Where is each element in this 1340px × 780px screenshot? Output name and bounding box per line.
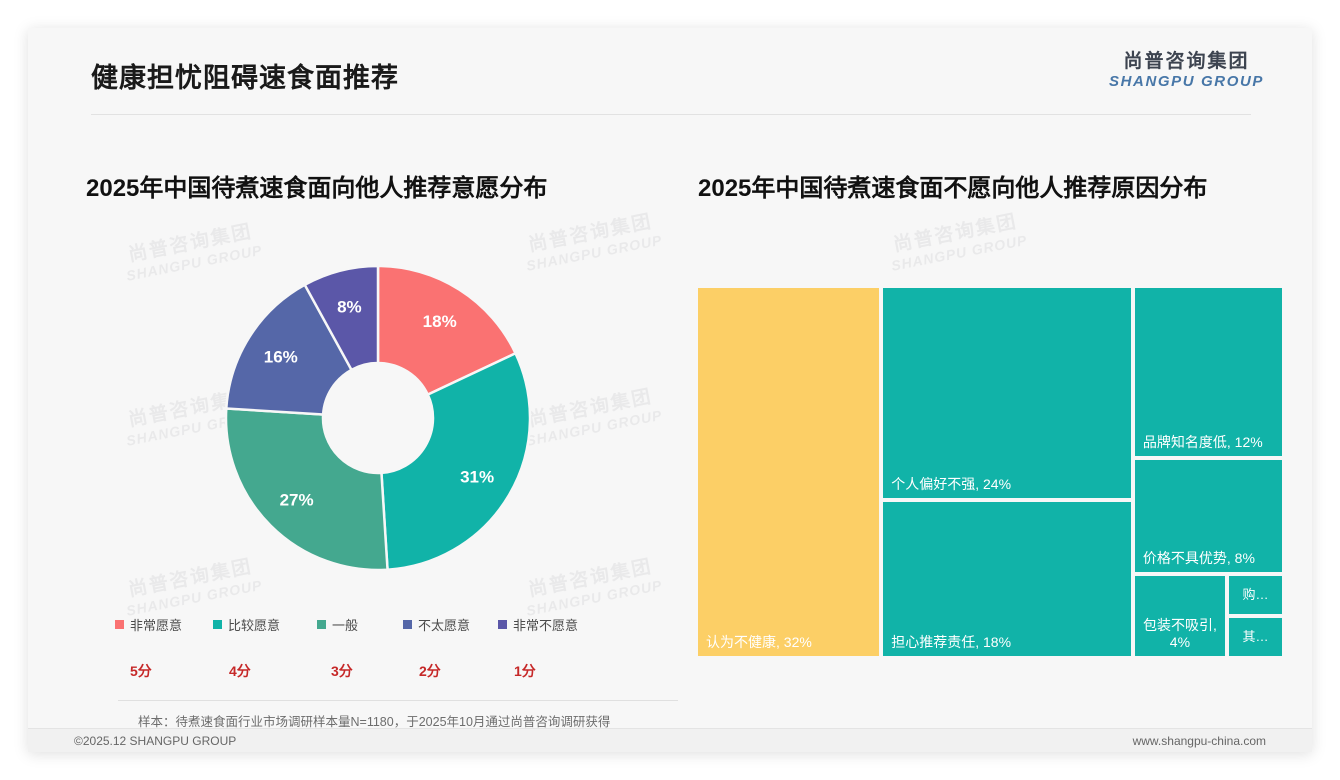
treemap-cell-label: 包装不吸引, 4% <box>1142 616 1217 650</box>
donut-legend: 非常愿意 比较愿意 一般 不太愿意 非常不愿意 <box>98 615 678 645</box>
treemap-cell-购[interactable]: 购… <box>1226 573 1284 616</box>
legend-swatch-icon <box>403 620 412 629</box>
score-label-2分: 2分 <box>419 663 441 679</box>
score-label-5分: 5分 <box>130 663 152 679</box>
logo-chinese-text: 尚普咨询集团 <box>1123 51 1250 72</box>
donut-slice-一般[interactable] <box>224 407 389 572</box>
treemap-cell-label: 个人偏好不强, 24% <box>891 475 1012 492</box>
treemap-cell-label: 价格不具优势, 8% <box>1142 549 1255 566</box>
score-label-3分: 3分 <box>331 663 353 679</box>
donut-slice-非常不愿意[interactable] <box>303 264 380 372</box>
sample-note: 样本：待煮速食面行业市场调研样本量N=1180，于2025年10月通过尚普咨询调… <box>138 715 611 729</box>
slide-card: 健康担忧阻碍速食面推荐 尚普咨询集团 SHANGPU GROUP 2025年中国… <box>28 28 1312 752</box>
treemap-cell-其[interactable]: 其… <box>1226 615 1284 658</box>
score-label-4分: 4分 <box>229 663 251 679</box>
slide-footer: ©2025.12 SHANGPU GROUP www.shangpu-china… <box>28 729 1312 752</box>
donut-slice-不太愿意[interactable] <box>224 283 354 416</box>
page-title: 健康担忧阻碍速食面推荐 <box>91 63 399 93</box>
legend-label: 比较愿意 <box>228 618 281 633</box>
legend-item-非常愿意[interactable]: 非常愿意 <box>115 615 182 634</box>
legend-swatch-icon <box>498 620 507 629</box>
treemap-cell-认为不健康[interactable]: 认为不健康, 32% <box>696 286 882 658</box>
brand-logo: 尚普咨询集团 SHANGPU GROUP <box>1109 52 1264 90</box>
donut-svg: 18% 31% 27% 16% 8% <box>224 264 532 572</box>
legend-label: 非常愿意 <box>130 618 183 633</box>
treemap-cell-包装不吸引[interactable]: 包装不吸引, 4% <box>1132 573 1227 658</box>
legend-item-非常不愿意[interactable]: 非常不愿意 <box>498 615 578 634</box>
unwillingness-reasons-treemap: 认为不健康, 32% 个人偏好不强, 24% 担心推荐责任, 18% 品牌知名度低, … <box>696 286 1284 658</box>
sample-note-divider <box>118 700 678 701</box>
slide-header: 健康担忧阻碍速食面推荐 尚普咨询集团 SHANGPU GROUP <box>28 28 1312 114</box>
treemap-cell-label: 担心推荐责任, 18% <box>891 633 1012 650</box>
donut-slice-非常愿意[interactable] <box>376 264 518 397</box>
footer-copyright: ©2025.12 SHANGPU GROUP <box>74 734 237 748</box>
legend-swatch-icon <box>213 620 222 629</box>
donut-slice-label: 18% <box>423 312 457 331</box>
treemap-cell-label: 购… <box>1242 587 1269 603</box>
treemap-cell-label: 其… <box>1242 629 1269 645</box>
logo-english-text: SHANGPU GROUP <box>1109 72 1264 90</box>
donut-slice-label: 27% <box>280 490 314 509</box>
donut-slice-label: 16% <box>264 347 298 366</box>
donut-slice-label: 8% <box>337 297 362 316</box>
right-chart-title: 2025年中国待煮速食面不愿向他人推荐原因分布 <box>698 175 1208 202</box>
legend-item-比较愿意[interactable]: 比较愿意 <box>213 615 280 634</box>
left-chart-title: 2025年中国待煮速食面向他人推荐意愿分布 <box>86 175 548 202</box>
score-label-1分: 1分 <box>514 663 536 679</box>
donut-slice-label: 31% <box>460 468 494 487</box>
recommendation-willingness-donut-chart: 18% 31% 27% 16% 8% 非常愿意 比较愿意 一般 不太愿意 非常不愿意 5分 4分 3… <box>88 223 678 703</box>
legend-swatch-icon <box>317 620 326 629</box>
legend-label: 不太愿意 <box>418 618 471 633</box>
legend-label: 非常不愿意 <box>513 618 579 633</box>
treemap-cell-价格不具优势[interactable]: 价格不具优势, 8% <box>1132 457 1284 574</box>
legend-swatch-icon <box>115 620 124 629</box>
treemap-cell-个人偏好不强[interactable]: 个人偏好不强, 24% <box>881 286 1133 500</box>
legend-item-一般[interactable]: 一般 <box>317 615 358 634</box>
treemap-cell-label: 认为不健康, 32% <box>706 633 812 650</box>
treemap-cell-label: 品牌知名度低, 12% <box>1142 433 1263 450</box>
donut-score-row: 5分 4分 3分 2分 1分 <box>98 661 678 685</box>
donut-slice-比较愿意[interactable] <box>380 351 532 572</box>
legend-item-不太愿意[interactable]: 不太愿意 <box>403 615 470 634</box>
legend-label: 一般 <box>332 618 359 633</box>
footer-website[interactable]: www.shangpu-china.com <box>1132 734 1266 748</box>
watermark: 尚普咨询集团 SHANGPU GROUP <box>889 211 1029 274</box>
footer-divider <box>28 728 1312 729</box>
treemap-cell-品牌知名度低[interactable]: 品牌知名度低, 12% <box>1132 286 1284 458</box>
treemap-cell-担心推荐责任[interactable]: 担心推荐责任, 18% <box>881 499 1133 658</box>
header-divider <box>91 114 1251 115</box>
